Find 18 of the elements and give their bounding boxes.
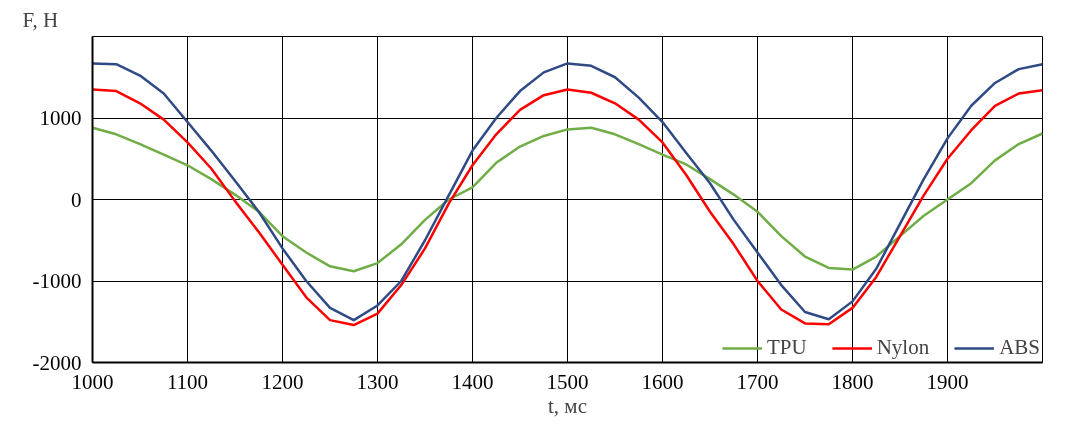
y-tick-label: 0	[71, 187, 82, 212]
legend-label: TPU	[766, 335, 807, 360]
x-tick-label: 1300	[356, 369, 399, 394]
x-tick-label: 1600	[641, 369, 684, 394]
x-tick-label: 1500	[546, 369, 589, 394]
x-tick-label: 1100	[166, 369, 209, 394]
y-tick-label: -1000	[32, 269, 82, 293]
x-tick-label: 1700	[736, 369, 779, 394]
legend-label: Nylon	[876, 335, 930, 360]
y-tick-label: 1000	[39, 106, 82, 130]
x-tick-label: 1900	[926, 369, 969, 394]
x-tick-label: 1800	[831, 369, 874, 394]
x-tick-label: 1400	[451, 369, 494, 394]
line-series	[92, 126, 1043, 273]
legend-label: ABS	[999, 335, 1040, 360]
x-tick-label: 1200	[261, 369, 304, 394]
y-axis-title: F, Н	[22, 7, 59, 32]
x-axis-title: t, мс	[548, 393, 587, 418]
